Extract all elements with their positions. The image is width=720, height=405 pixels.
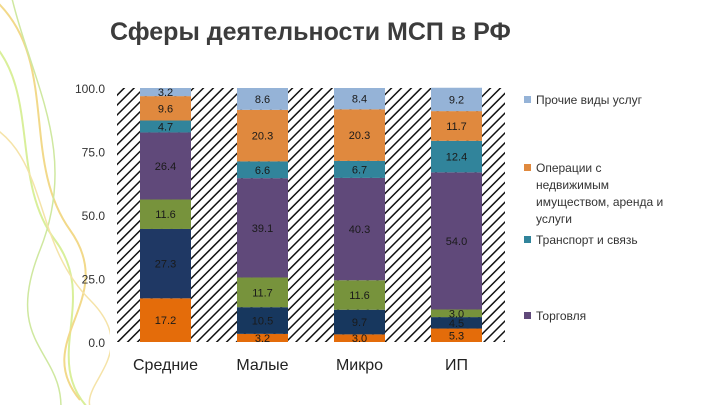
legend-label: имуществом, аренда и [536,195,663,209]
data-label: 8.6 [255,94,270,106]
bar-segment [431,140,482,173]
data-label: 9.6 [158,103,173,115]
bar-segment [334,88,385,110]
data-label: 20.3 [252,131,273,143]
data-label: 11.7 [446,121,467,133]
legend-label: Транспорт и связь [536,233,638,247]
data-label: 26.4 [155,161,176,173]
legend: Прочие виды услуг Операции с недвижимым иму… [524,93,663,323]
legend-swatch [524,312,531,319]
data-label: 27.3 [155,259,176,271]
slide-title: Сферы деятельности МСП в РФ [110,18,511,46]
stacked-bar-chart: 0.0 25.0 50.0 75.0 100.0 17.2 27.3 11.6 26.4 4.7… [75,82,663,374]
decorative-swirl-lines [0,0,110,405]
bar-segment [431,172,482,310]
data-label: 4.5 [449,318,464,330]
bar-segment [334,280,385,310]
legend-label: Операции с [536,161,601,175]
bar-segment [237,178,288,278]
category-label: Малые [236,357,288,374]
data-label: 5.3 [449,330,464,342]
legend-label: Прочие виды услуг [536,93,643,107]
bar-segment [237,161,288,179]
data-label: 3.0 [352,333,367,345]
category-label: Микро [336,357,383,374]
bar-segment [334,160,385,178]
data-label: 20.3 [349,130,370,142]
bar-segment [140,228,191,299]
y-tick-label: 0.0 [88,336,105,350]
legend-swatch [524,96,531,103]
data-label: 9.2 [449,94,464,106]
bar-segment [140,120,191,133]
y-tick-label: 75.0 [82,146,106,160]
data-label: 40.3 [349,224,370,236]
data-label: 6.6 [255,165,270,177]
y-axis: 0.0 25.0 50.0 75.0 100.0 [75,82,105,350]
data-label: 3.0 [449,308,464,320]
bar-segment [140,88,191,97]
bar-segment [431,328,482,342]
data-label: 8.4 [352,94,367,106]
bar-segment [140,298,191,342]
legend-swatch [524,164,531,171]
bar-segment [431,111,482,141]
legend-label: услуги [536,212,572,226]
data-label: 12.4 [446,152,467,164]
legend-swatch [524,236,531,243]
y-tick-label: 100.0 [75,82,105,96]
category-label: ИП [445,357,468,374]
data-label: 9.7 [352,317,367,329]
bar-segment [140,96,191,121]
x-axis: Средние Малые Микро ИП [133,357,468,374]
bar-segment [334,177,385,281]
data-label: 6.7 [352,164,367,176]
data-label: 3.2 [158,87,173,99]
y-tick-label: 25.0 [82,273,106,287]
data-label: 10.5 [252,316,273,328]
bar-segment [140,132,191,200]
legend-label: недвижимым [536,178,609,192]
category-label: Средние [133,357,198,374]
data-label: 17.2 [155,315,176,327]
bar-segments: 17.2 27.3 11.6 26.4 4.7 9.6 3.2 3.2 10.5 11.7 39.1… [140,87,482,345]
data-label: 11.7 [252,287,273,299]
bar-segment [431,309,482,318]
legend-label: Торговля [536,309,586,323]
y-tick-label: 50.0 [82,209,106,223]
bar-segment [237,307,288,334]
bar-segment [140,199,191,229]
bar-segment [237,277,288,308]
bar-segment [431,87,482,112]
bar-segment [334,309,385,335]
data-label: 4.7 [158,121,173,133]
data-label: 11.6 [349,290,370,302]
bar-segment [237,88,288,110]
data-label: 11.6 [155,209,176,221]
bar-segment [237,109,288,162]
bar-segment [334,334,385,342]
bar-segment [431,317,482,329]
data-label: 54.0 [446,236,467,248]
data-label: 39.1 [252,223,273,235]
bar-segment [237,333,288,342]
bar-segment [334,109,385,161]
data-label: 3.2 [255,333,270,345]
